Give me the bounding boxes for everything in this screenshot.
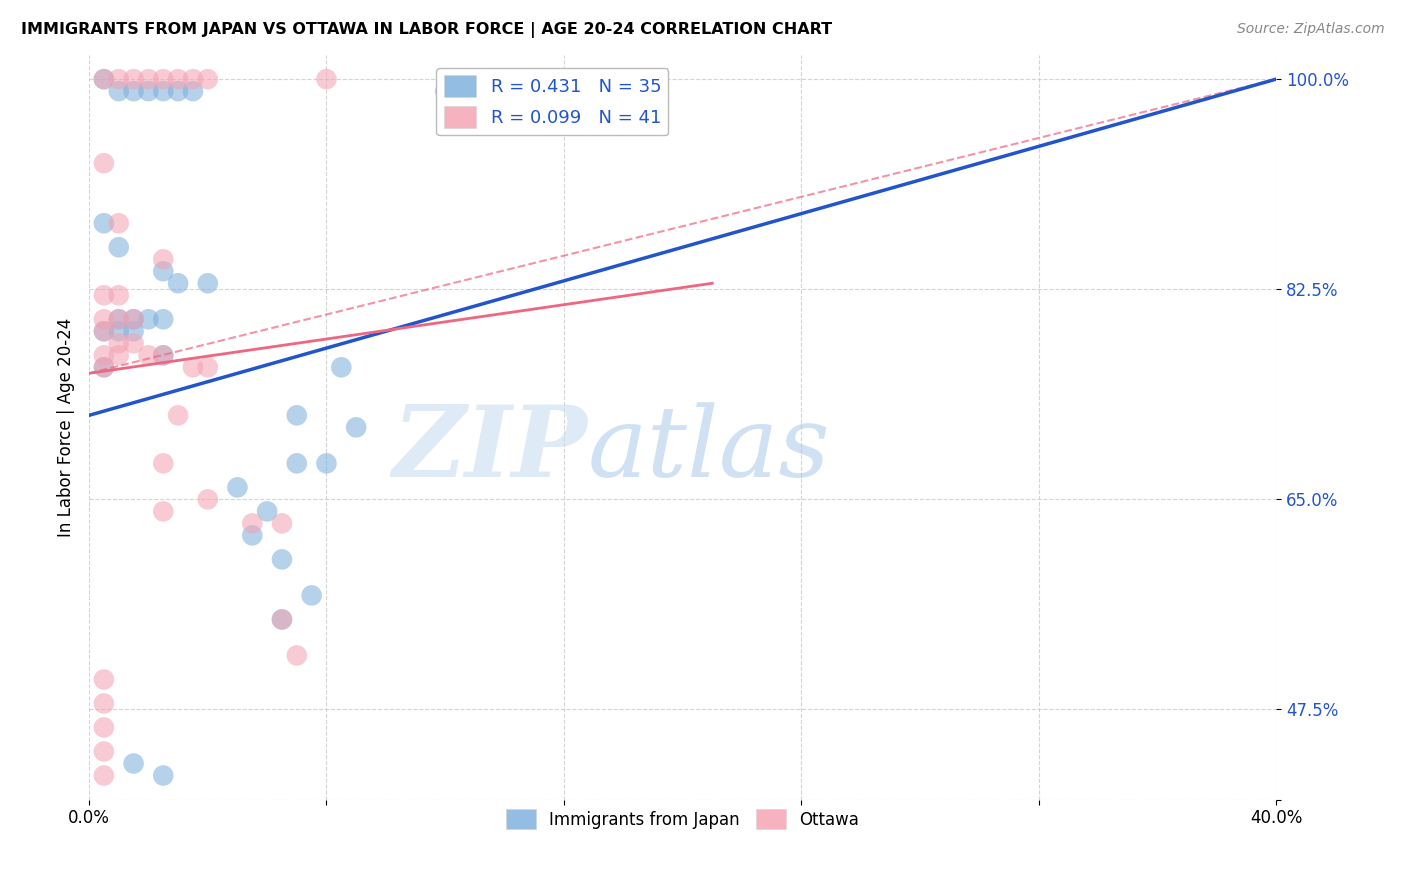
Point [93, 768, 115, 782]
Point [256, 504, 278, 518]
Point [271, 612, 294, 626]
Point [122, 324, 145, 338]
Point [93, 744, 115, 758]
Point [226, 480, 249, 494]
Point [197, 360, 219, 375]
Point [167, 72, 190, 87]
Point [93, 72, 115, 87]
Point [93, 360, 115, 375]
Point [93, 673, 115, 687]
Point [271, 829, 294, 843]
Point [181, 84, 204, 98]
Point [152, 768, 174, 782]
Point [315, 456, 337, 470]
Point [152, 504, 174, 518]
Point [107, 84, 129, 98]
Point [93, 288, 115, 302]
Point [122, 312, 145, 326]
Point [181, 360, 204, 375]
Point [167, 409, 190, 423]
Point [107, 216, 129, 230]
Point [152, 264, 174, 278]
Point [315, 72, 337, 87]
Point [93, 216, 115, 230]
Point [122, 336, 145, 351]
Point [107, 324, 129, 338]
Point [138, 72, 160, 87]
Point [122, 72, 145, 87]
Point [285, 456, 308, 470]
Point [181, 72, 204, 87]
Point [93, 324, 115, 338]
Point [122, 312, 145, 326]
Point [138, 84, 160, 98]
Point [167, 84, 190, 98]
Point [197, 277, 219, 291]
Point [271, 516, 294, 531]
Point [152, 348, 174, 362]
Point [152, 348, 174, 362]
Point [152, 84, 174, 98]
Point [93, 697, 115, 711]
Point [152, 312, 174, 326]
Legend: Immigrants from Japan, Ottawa: Immigrants from Japan, Ottawa [499, 802, 866, 836]
Point [93, 312, 115, 326]
Text: ZIP: ZIP [392, 401, 588, 498]
Point [107, 312, 129, 326]
Point [122, 84, 145, 98]
Point [301, 589, 323, 603]
Point [107, 72, 129, 87]
Y-axis label: In Labor Force | Age 20-24: In Labor Force | Age 20-24 [58, 318, 75, 537]
Point [197, 492, 219, 507]
Point [197, 72, 219, 87]
Point [271, 552, 294, 566]
Point [152, 456, 174, 470]
Point [271, 612, 294, 626]
Point [93, 348, 115, 362]
Point [93, 721, 115, 735]
Point [107, 336, 129, 351]
Point [93, 156, 115, 170]
Point [107, 348, 129, 362]
Point [107, 240, 129, 254]
Point [344, 420, 367, 434]
Point [240, 516, 263, 531]
Point [285, 409, 308, 423]
Text: Source: ZipAtlas.com: Source: ZipAtlas.com [1237, 22, 1385, 37]
Point [138, 312, 160, 326]
Point [93, 360, 115, 375]
Point [93, 72, 115, 87]
Point [107, 312, 129, 326]
Point [93, 324, 115, 338]
Point [152, 252, 174, 267]
Point [138, 348, 160, 362]
Point [434, 84, 457, 98]
Point [122, 756, 145, 771]
Text: IMMIGRANTS FROM JAPAN VS OTTAWA IN LABOR FORCE | AGE 20-24 CORRELATION CHART: IMMIGRANTS FROM JAPAN VS OTTAWA IN LABOR… [21, 22, 832, 38]
Point [152, 72, 174, 87]
Point [285, 648, 308, 663]
Text: atlas: atlas [588, 402, 831, 498]
Point [107, 288, 129, 302]
Point [167, 277, 190, 291]
Point [240, 528, 263, 542]
Point [330, 360, 353, 375]
